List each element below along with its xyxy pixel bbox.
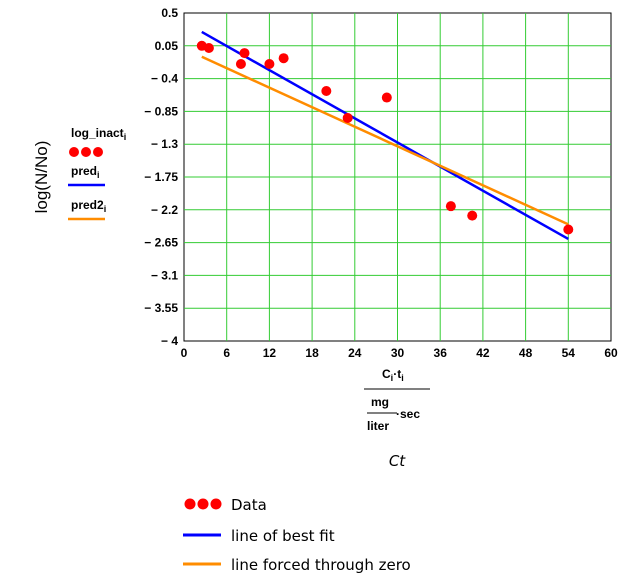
data-point xyxy=(342,112,353,123)
data-point xyxy=(445,201,456,212)
y-tick-label: − 2.65 xyxy=(144,236,178,250)
outer-legend-label-fit: line of best fit xyxy=(231,527,335,545)
x-tick-label: 24 xyxy=(348,346,362,360)
y-axis-label: log(N/No) xyxy=(32,141,51,214)
y-tick-label: − 3.55 xyxy=(144,301,178,315)
y-tick-label: − 3.1 xyxy=(151,268,178,282)
inner-legend-marker-1b xyxy=(81,147,91,157)
x-tick-label: 48 xyxy=(519,346,533,360)
outer-legend-data-marker-a xyxy=(184,498,196,510)
x-tick-labels: 0 6 12 18 24 30 36 42 48 54 60 xyxy=(181,346,618,360)
x-tick-label: 18 xyxy=(305,346,319,360)
inner-legend: log_inacti predi pred2i xyxy=(68,126,126,221)
y-tick-label: 0.5 xyxy=(161,6,178,20)
x-label-denominator-top: mg xyxy=(371,395,389,409)
data-points xyxy=(196,40,574,235)
inner-legend-label-1: log_inacti xyxy=(71,126,126,142)
y-tick-label: − 0.85 xyxy=(144,104,178,118)
data-point xyxy=(264,59,275,70)
x-label-denominator-tail: ·sec xyxy=(396,407,420,421)
x-tick-label: 60 xyxy=(604,346,618,360)
x-tick-label: 30 xyxy=(391,346,405,360)
data-point xyxy=(239,48,250,59)
y-tick-label: − 1.75 xyxy=(144,170,178,184)
data-point xyxy=(203,42,214,53)
data-point xyxy=(278,53,289,64)
x-tick-label: 12 xyxy=(263,346,277,360)
inner-legend-label-3: pred2i xyxy=(71,198,106,214)
x-label-numerator: Ci·ti xyxy=(382,367,404,383)
outer-legend: Data line of best fit line forced throug… xyxy=(183,496,411,574)
x-label-denominator-bottom: liter xyxy=(367,419,389,433)
outer-legend-data-marker-b xyxy=(197,498,209,510)
data-point xyxy=(235,59,246,70)
x-tick-label: 6 xyxy=(223,346,230,360)
y-tick-label: − 0.4 xyxy=(151,72,178,86)
inner-legend-marker-1 xyxy=(69,147,79,157)
x-tick-label: 0 xyxy=(181,346,188,360)
series-line-line-forced-through-zero xyxy=(201,55,569,226)
y-tick-label: − 1.3 xyxy=(151,137,178,151)
x-tick-label: 42 xyxy=(476,346,490,360)
y-tick-label: 0.05 xyxy=(155,39,179,53)
series-line-line-of-best-fit xyxy=(201,30,569,241)
y-tick-label: − 2.2 xyxy=(151,203,178,217)
outer-legend-label-data: Data xyxy=(231,496,267,514)
x-axis-label: Ci·ti mg liter ·sec xyxy=(364,367,430,433)
y-tick-label: − 4 xyxy=(161,334,178,348)
series-lines xyxy=(201,30,569,241)
grid xyxy=(184,13,611,341)
data-point xyxy=(563,224,574,235)
inner-legend-label-2: predi xyxy=(71,164,100,180)
data-point xyxy=(467,210,478,221)
data-point xyxy=(321,85,332,96)
data-point xyxy=(381,92,392,103)
caption-ct: Ct xyxy=(389,452,406,470)
x-tick-label: 36 xyxy=(434,346,448,360)
x-tick-label: 54 xyxy=(562,346,576,360)
outer-legend-label-zero: line forced through zero xyxy=(231,556,411,574)
y-tick-labels: 0.5 0.05 − 0.4 − 0.85 − 1.3 − 1.75 − 2.2 − 2.65… xyxy=(144,6,178,348)
outer-legend-data-marker-c xyxy=(210,498,222,510)
inner-legend-marker-1c xyxy=(93,147,103,157)
